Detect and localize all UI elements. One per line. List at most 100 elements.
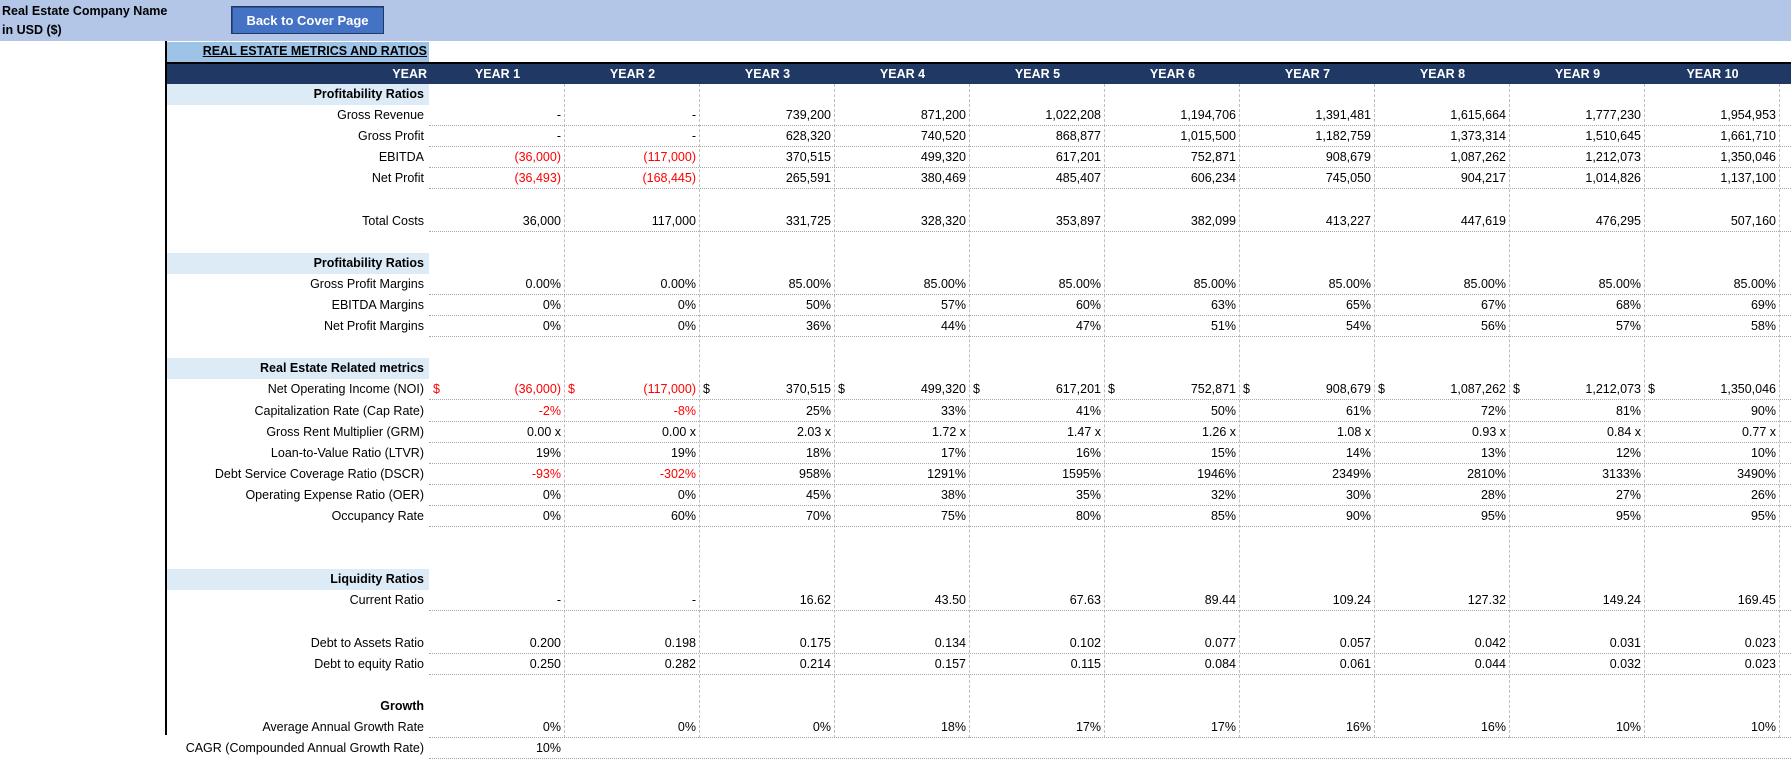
cell-year-8[interactable]: 67% — [1480, 298, 1506, 312]
cell-year-7[interactable]: 90% — [1345, 509, 1371, 523]
cell-year-3[interactable]: 0.214 — [799, 656, 831, 671]
cell-year-9[interactable]: 10% — [1615, 720, 1641, 734]
cell-year-5[interactable]: 35% — [1075, 487, 1101, 502]
cell-year-10[interactable]: 58% — [1750, 319, 1776, 334]
cell-year-10[interactable]: 169.45 — [1737, 593, 1776, 608]
cell-year-7[interactable]: 109.24 — [1332, 593, 1371, 608]
cell-year-5[interactable]: 41% — [1075, 403, 1101, 418]
cell-year-5[interactable]: 617,201 — [1055, 150, 1101, 165]
cell-year-6[interactable]: 1,194,706 — [1180, 108, 1236, 123]
cell-year-9[interactable]: 1,212,073 — [1585, 382, 1641, 397]
cell-year-3[interactable]: 85.00% — [788, 276, 831, 291]
cell-year-1[interactable]: 0% — [542, 487, 561, 502]
cell-year-3[interactable]: 25% — [805, 403, 831, 418]
cell-year-2[interactable]: -302% — [659, 466, 696, 481]
cell-year-9[interactable]: 1,510,645 — [1585, 129, 1641, 144]
cell-year-6[interactable]: 51% — [1210, 319, 1236, 334]
cell-year-3[interactable]: 265,591 — [785, 171, 831, 186]
cell-year-1[interactable]: 0.00% — [525, 276, 561, 291]
cell-year-6[interactable]: 752,871 — [1190, 382, 1236, 397]
cell-year-3[interactable]: 70% — [805, 509, 831, 523]
cell-year-7[interactable]: 16% — [1345, 720, 1371, 734]
cell-year-7[interactable]: 30% — [1345, 487, 1371, 502]
cell-year-6[interactable]: 50% — [1210, 403, 1236, 418]
cell-year-1[interactable]: -2% — [538, 403, 561, 418]
cell-year-6[interactable]: 1.26 x — [1201, 424, 1236, 439]
cell-year-1[interactable]: 0% — [542, 298, 561, 312]
cell-year-5[interactable]: 67.63 — [1069, 593, 1101, 608]
cell-year-9[interactable]: 95% — [1615, 509, 1641, 523]
cell-year-7[interactable]: 413,227 — [1325, 213, 1371, 228]
cell-year-9[interactable]: 0.84 x — [1606, 424, 1641, 439]
cell-year-4[interactable]: 328,320 — [920, 213, 966, 228]
cell-year-6[interactable]: 32% — [1210, 487, 1236, 502]
cell-year-6[interactable]: 0.084 — [1204, 656, 1236, 671]
cell-year-6[interactable]: 606,234 — [1190, 171, 1236, 186]
cell-year-6[interactable]: 1,015,500 — [1180, 129, 1236, 144]
cell-year-1[interactable]: - — [556, 129, 561, 144]
cell-year-5[interactable]: 16% — [1075, 445, 1101, 460]
cell-year-8[interactable]: 72% — [1480, 403, 1506, 418]
cell-year-1[interactable]: - — [556, 108, 561, 123]
cell-year-5[interactable]: 80% — [1075, 509, 1101, 523]
cell-year-5[interactable]: 47% — [1075, 319, 1101, 334]
cell-year-2[interactable]: 0% — [677, 298, 696, 312]
cell-year-2[interactable]: -8% — [673, 403, 696, 418]
cell-year-7[interactable]: 54% — [1345, 319, 1371, 334]
cell-year-2[interactable]: 0.282 — [664, 656, 696, 671]
cell-year-7[interactable]: 1,391,481 — [1315, 108, 1371, 123]
cell-year-1[interactable]: 10% — [535, 741, 561, 756]
cell-year-5[interactable]: 1.47 x — [1066, 424, 1101, 439]
cell-year-9[interactable]: 81% — [1615, 403, 1641, 418]
cell-year-10[interactable]: 95% — [1750, 509, 1776, 523]
cell-year-6[interactable]: 63% — [1210, 298, 1236, 312]
cell-year-3[interactable]: 370,515 — [785, 382, 831, 397]
cell-year-8[interactable]: 56% — [1480, 319, 1506, 334]
cell-year-9[interactable]: 0.031 — [1609, 635, 1641, 650]
cell-year-7[interactable]: 65% — [1345, 298, 1371, 312]
cell-year-1[interactable]: -93% — [531, 466, 561, 481]
back-to-cover-button[interactable]: Back to Cover Page — [231, 6, 384, 34]
cell-year-3[interactable]: 0.175 — [799, 635, 831, 650]
cell-year-1[interactable]: 36,000 — [522, 213, 561, 228]
cell-year-4[interactable]: 85.00% — [923, 276, 966, 291]
cell-year-8[interactable]: 904,217 — [1460, 171, 1506, 186]
cell-year-3[interactable]: 36% — [805, 319, 831, 334]
cell-year-10[interactable]: 1,954,953 — [1720, 108, 1776, 123]
cell-year-4[interactable]: 17% — [940, 445, 966, 460]
cell-year-2[interactable]: 0.00% — [660, 276, 696, 291]
cell-year-7[interactable]: 908,679 — [1325, 150, 1371, 165]
cell-year-4[interactable]: 18% — [940, 720, 966, 734]
cell-year-8[interactable]: 447,619 — [1460, 213, 1506, 228]
cell-year-2[interactable]: (168,445) — [642, 171, 696, 186]
cell-year-6[interactable]: 85% — [1210, 509, 1236, 523]
cell-year-6[interactable]: 752,871 — [1190, 150, 1236, 165]
cell-year-10[interactable]: 1,137,100 — [1720, 171, 1776, 186]
cell-year-7[interactable]: 2349% — [1332, 466, 1371, 481]
cell-year-6[interactable]: 0.077 — [1204, 635, 1236, 650]
cell-year-4[interactable]: 0.134 — [934, 635, 966, 650]
cell-year-1[interactable]: 0% — [542, 319, 561, 334]
cell-year-5[interactable]: 868,877 — [1055, 129, 1101, 144]
cell-year-5[interactable]: 60% — [1075, 298, 1101, 312]
cell-year-10[interactable]: 26% — [1750, 487, 1776, 502]
cell-year-9[interactable]: 3133% — [1602, 466, 1641, 481]
cell-year-5[interactable]: 1,022,208 — [1045, 108, 1101, 123]
cell-year-3[interactable]: 16.62 — [799, 593, 831, 608]
cell-year-2[interactable]: 0% — [677, 720, 696, 734]
cell-year-2[interactable]: 0% — [677, 319, 696, 334]
cell-year-3[interactable]: 50% — [805, 298, 831, 312]
cell-year-9[interactable]: 12% — [1615, 445, 1641, 460]
cell-year-9[interactable]: 1,014,826 — [1585, 171, 1641, 186]
cell-year-10[interactable]: 0.023 — [1744, 656, 1776, 671]
cell-year-3[interactable]: 18% — [805, 445, 831, 460]
cell-year-9[interactable]: 149.24 — [1602, 593, 1641, 608]
cell-year-4[interactable]: 499,320 — [920, 150, 966, 165]
cell-year-1[interactable]: 0% — [542, 720, 561, 734]
cell-year-9[interactable]: 1,212,073 — [1585, 150, 1641, 165]
cell-year-6[interactable]: 15% — [1210, 445, 1236, 460]
cell-year-6[interactable]: 1946% — [1197, 466, 1236, 481]
cell-year-4[interactable]: 38% — [940, 487, 966, 502]
cell-year-8[interactable]: 0.044 — [1474, 656, 1506, 671]
cell-year-10[interactable]: 1,661,710 — [1720, 129, 1776, 144]
